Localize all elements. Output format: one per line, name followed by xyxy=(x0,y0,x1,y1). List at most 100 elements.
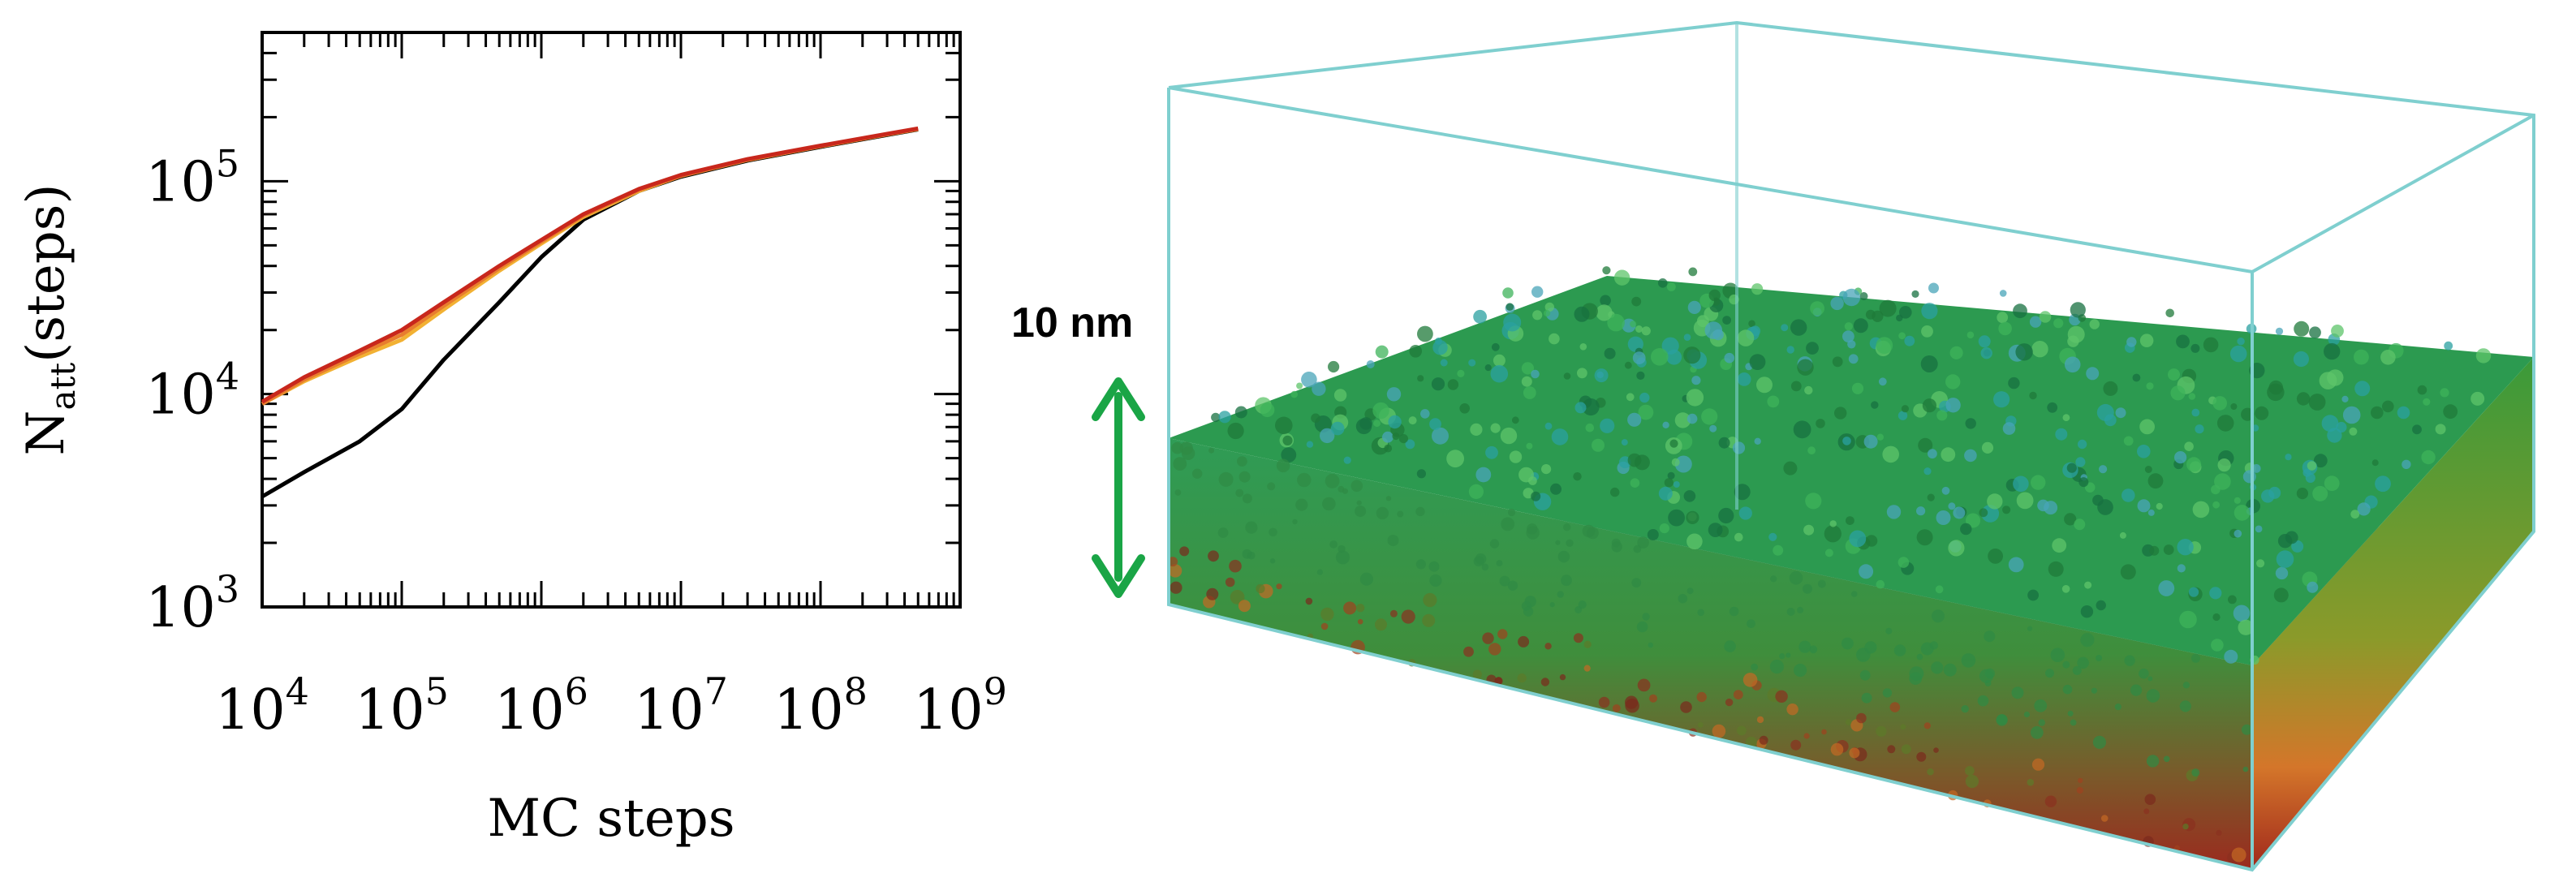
polymer-bead xyxy=(1626,393,1635,402)
polymer-bead xyxy=(1372,402,1389,420)
polymer-bead xyxy=(2291,540,2304,553)
polymer-bead xyxy=(1701,408,1718,425)
polymer-bead xyxy=(1767,395,1780,408)
polymer-bead xyxy=(1428,561,1440,572)
x-tick-label: 109 xyxy=(913,669,1007,742)
polymer-bead xyxy=(2354,381,2371,397)
polymer-bead xyxy=(2168,368,2180,381)
polymer-bead xyxy=(1276,458,1290,473)
polymer-bead xyxy=(1769,660,1784,674)
polymer-bead xyxy=(1751,283,1764,295)
polymer-bead xyxy=(1810,301,1825,316)
polymer-bead xyxy=(1718,437,1730,449)
polymer-bead xyxy=(1876,579,1885,589)
polymer-bead xyxy=(1704,321,1723,339)
polymer-bead xyxy=(2064,513,2077,526)
polymer-bead xyxy=(1779,653,1786,660)
y-tick-labels: 103 104 105 xyxy=(145,141,239,640)
scale-bar-label: 10 nm xyxy=(1011,299,1133,346)
polymer-bead xyxy=(1842,330,1854,342)
polymer-bead xyxy=(1657,278,1668,288)
polymer-bead xyxy=(1754,437,1761,445)
polymer-bead xyxy=(1500,427,1518,445)
polymer-bead xyxy=(2182,823,2189,830)
polymer-bead xyxy=(1544,309,1551,317)
polymer-bead xyxy=(1417,325,1433,342)
polymer-bead xyxy=(2076,786,2083,794)
polymer-bead xyxy=(2371,406,2384,420)
polymer-bead xyxy=(2234,497,2241,504)
polymer-bead xyxy=(1385,496,1392,501)
polymer-bead xyxy=(1583,640,1592,648)
polymer-bead xyxy=(1540,678,1550,686)
polymer-bead xyxy=(1511,416,1519,424)
polymer-bead xyxy=(1290,390,1298,398)
polymer-bead xyxy=(1472,669,1482,679)
polymer-bead xyxy=(2066,463,2077,473)
polymer-bead xyxy=(1600,295,1611,307)
polymer-bead xyxy=(1927,768,1934,776)
polymer-bead xyxy=(1583,665,1591,672)
polymer-bead xyxy=(1830,296,1844,311)
polymer-bead xyxy=(1217,527,1229,538)
polymer-bead xyxy=(1446,450,1464,468)
polymer-bead xyxy=(1900,724,1906,730)
polymer-bead xyxy=(1173,457,1187,471)
polymer-bead xyxy=(1734,532,1743,542)
polymer-bead xyxy=(1350,480,1363,493)
polymer-bead xyxy=(1790,381,1802,392)
polymer-bead xyxy=(1409,345,1422,358)
polymer-bead xyxy=(1490,364,1509,383)
polymer-bead xyxy=(1373,420,1381,428)
polymer-bead xyxy=(1457,369,1465,377)
polymer-bead xyxy=(1768,532,1777,541)
polymer-bead xyxy=(1759,735,1768,745)
polymer-bead xyxy=(1664,478,1674,488)
polymer-bead xyxy=(2084,581,2092,589)
polymer-bead xyxy=(1559,673,1566,681)
polymer-bead xyxy=(2008,557,2024,573)
polymer-bead xyxy=(1429,574,1442,587)
polymer-bead xyxy=(1234,406,1247,419)
polymer-bead xyxy=(2124,655,2135,666)
polymer-bead xyxy=(1686,510,1699,525)
minor-ticks xyxy=(262,31,960,607)
polymer-bead xyxy=(1416,469,1426,479)
polymer-bead xyxy=(1635,325,1643,333)
polymer-bead xyxy=(2321,415,2339,432)
polymer-bead xyxy=(1817,579,1826,588)
polymer-bead xyxy=(1613,269,1630,286)
polymer-bead xyxy=(1921,303,1938,320)
polymer-bead xyxy=(2231,847,2246,863)
polymer-bead xyxy=(2091,687,2097,694)
polymer-bead xyxy=(1627,412,1642,427)
polymer-bead xyxy=(1786,652,1791,658)
film-texture xyxy=(1168,266,2492,865)
polymer-bead xyxy=(1497,629,1508,639)
polymer-bead xyxy=(1901,405,1909,413)
polymer-bead xyxy=(1984,630,1996,643)
polymer-bead xyxy=(2276,550,2294,568)
polymer-bead xyxy=(1683,333,1691,342)
polymer-bead xyxy=(2130,684,2143,696)
simulation-box xyxy=(1167,20,2535,872)
polymer-bead xyxy=(1555,540,1561,545)
polymer-bead xyxy=(2296,488,2308,500)
polymer-bead xyxy=(2233,605,2251,622)
polymer-bead xyxy=(1688,267,1698,277)
polymer-bead xyxy=(1898,557,1910,568)
polymer-bead xyxy=(1945,374,1961,389)
polymer-bead xyxy=(1356,500,1362,506)
polymer-bead xyxy=(1423,592,1437,608)
polymer-bead xyxy=(1408,416,1417,425)
polymer-bead xyxy=(1459,403,1470,414)
polymer-bead xyxy=(1953,506,1966,519)
polymer-bead xyxy=(1312,381,1326,396)
polymer-bead xyxy=(1473,556,1484,567)
polymer-bead xyxy=(2350,510,2360,519)
polymer-bead xyxy=(1671,458,1680,467)
polymer-bead xyxy=(1876,433,1884,441)
polymer-bead xyxy=(1171,441,1183,454)
y-axis-label-main: N xyxy=(16,410,76,455)
polymer-bead xyxy=(1206,587,1219,600)
